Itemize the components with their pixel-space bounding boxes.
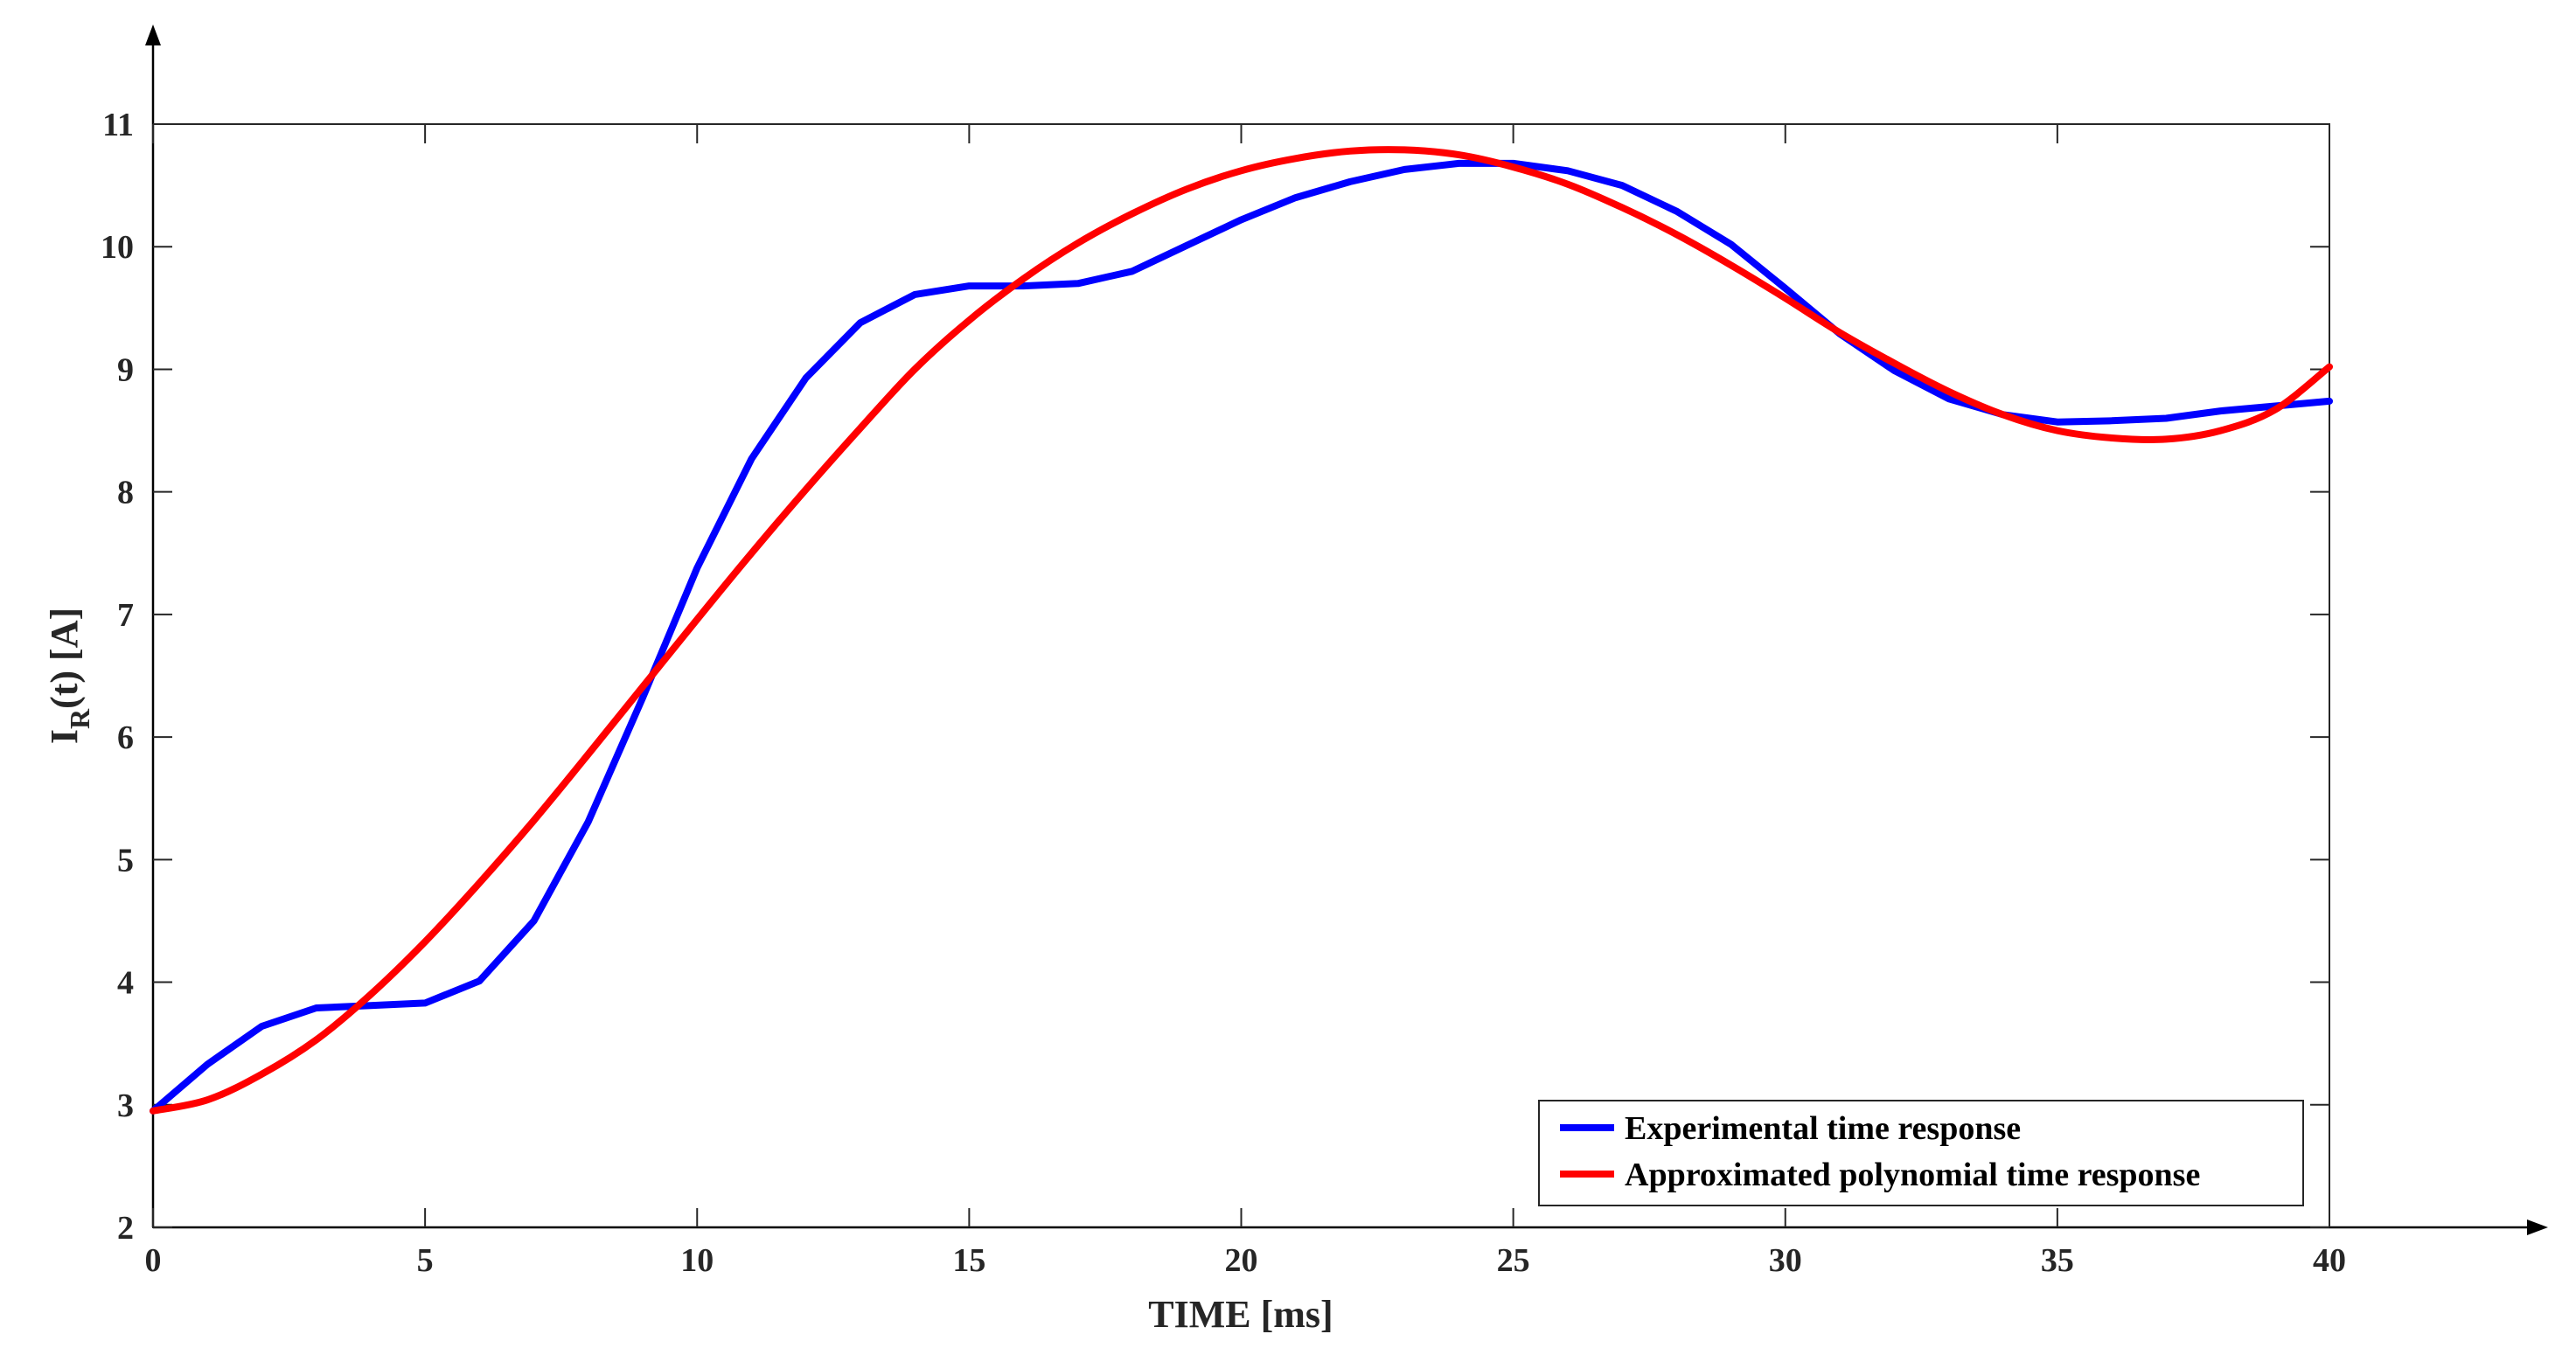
y-axis-title-main: I — [43, 729, 86, 744]
x-tick-label: 10 — [680, 1242, 714, 1279]
y-tick-label: 6 — [117, 719, 134, 756]
y-axis-title: IR(t) [A] — [43, 608, 95, 744]
x-tick-label: 35 — [2041, 1242, 2074, 1279]
legend: Experimental time response Approximated … — [1538, 1100, 2304, 1206]
y-tick-label: 11 — [102, 107, 134, 143]
y-tick-label: 2 — [117, 1210, 134, 1247]
y-tick-label: 8 — [117, 475, 134, 511]
legend-label-polynomial: Approximated polynomial time response — [1625, 1157, 2200, 1193]
x-axis-title: TIME [ms] — [1148, 1293, 1333, 1336]
plot-area-frame — [152, 123, 2330, 1228]
y-tick-label: 5 — [117, 842, 134, 879]
y-tick-label: 7 — [117, 597, 134, 634]
y-tick-label: 10 — [101, 229, 134, 266]
ticks-layer: 0 5 10 15 20 25 30 35 40 2 3 4 5 6 7 8 9 10 11 — [101, 107, 2346, 1279]
x-tick-label: 30 — [1769, 1242, 1802, 1279]
y-axis-arrowhead — [145, 24, 161, 45]
y-axis-title-subscript: R — [64, 708, 95, 729]
legend-box — [1538, 1100, 2304, 1206]
x-tick-label: 25 — [1497, 1242, 1530, 1279]
x-tick-label: 15 — [952, 1242, 985, 1279]
svg-text:IR(t) [A]: IR(t) [A] — [43, 608, 95, 744]
x-tick-label: 20 — [1225, 1242, 1258, 1279]
series-line-experimental — [150, 159, 2333, 1115]
y-axis-title-rest: (t) [A] — [43, 608, 86, 709]
series-line-polynomial — [150, 146, 2333, 1115]
y-tick-label: 3 — [117, 1087, 134, 1124]
legend-label-experimental: Experimental time response — [1625, 1110, 2021, 1147]
series-layer — [150, 146, 2333, 1115]
y-tick-label: 9 — [117, 351, 134, 388]
x-tick-label: 0 — [145, 1242, 162, 1279]
x-tick-label: 5 — [417, 1242, 434, 1279]
x-tick-label: 40 — [2313, 1242, 2346, 1279]
x-axis-arrowhead — [2527, 1219, 2548, 1235]
y-tick-label: 4 — [117, 965, 134, 1002]
